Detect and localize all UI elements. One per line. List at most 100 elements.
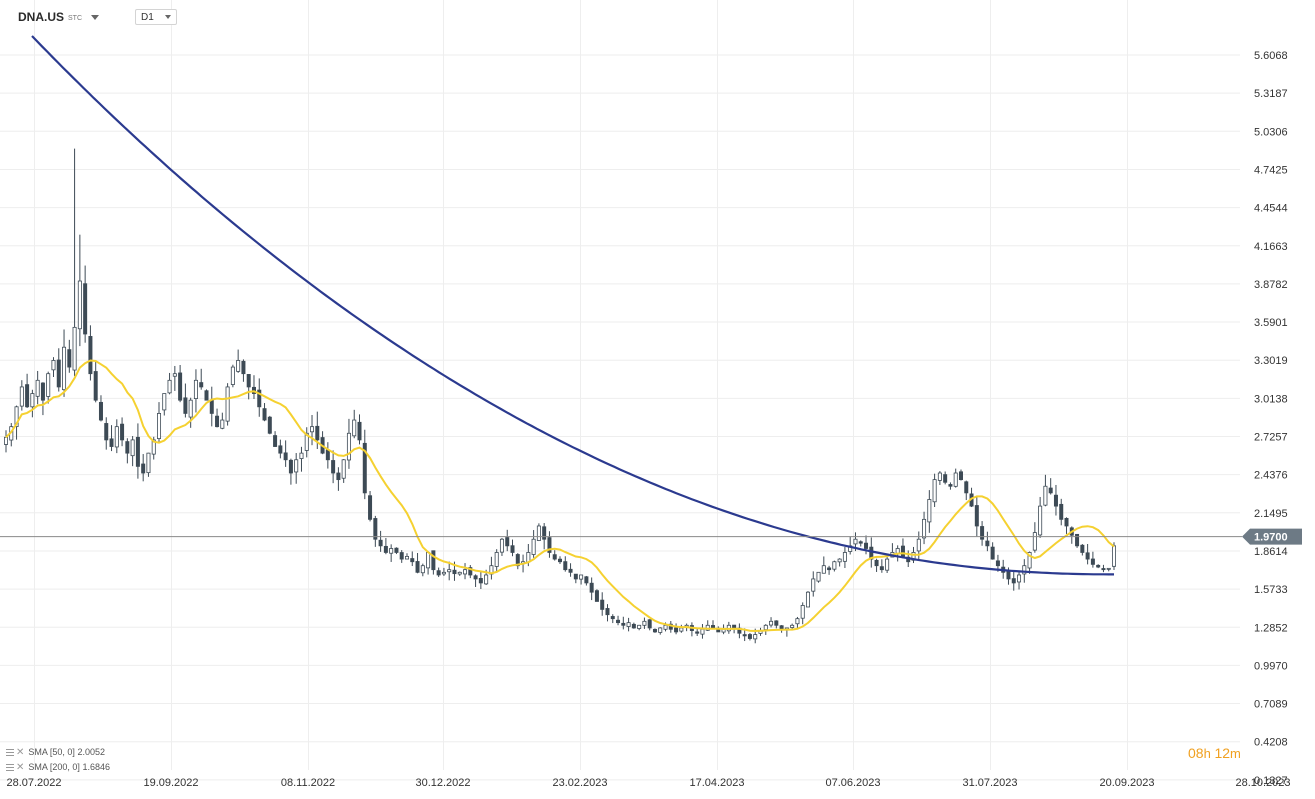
- candle: [225, 383, 230, 426]
- y-tick-label: 4.1663: [1254, 241, 1288, 253]
- candle: [389, 544, 394, 562]
- candle: [410, 551, 415, 567]
- candle: [605, 604, 610, 622]
- candle: [67, 339, 72, 373]
- symbol-type: STC: [68, 15, 83, 22]
- candle: [774, 620, 779, 629]
- candle: [674, 623, 679, 635]
- x-tick-label: 08.11.2022: [281, 777, 335, 789]
- candle: [1069, 526, 1074, 544]
- candle: [157, 402, 162, 443]
- candle: [478, 571, 483, 589]
- candle: [120, 417, 125, 447]
- candle: [747, 632, 752, 641]
- candle: [188, 397, 193, 428]
- candle: [842, 546, 847, 568]
- price-axis[interactable]: 5.6068 5.3187 5.0306 4.7425 4.4544 4.1663 3.87…: [1254, 50, 1288, 787]
- candle: [135, 423, 140, 479]
- candle: [1043, 474, 1048, 507]
- candle: [800, 602, 805, 625]
- candle: [1101, 564, 1106, 573]
- countdown-hours-unit: h: [1203, 746, 1211, 761]
- candle: [426, 551, 431, 575]
- candle: [9, 423, 14, 447]
- y-tick-label: 3.5901: [1254, 317, 1288, 329]
- candle: [536, 523, 541, 542]
- close-icon[interactable]: ✕: [16, 746, 25, 758]
- settings-list-icon[interactable]: [6, 763, 14, 771]
- candle: [404, 553, 409, 560]
- candle: [193, 369, 198, 413]
- candle: [547, 531, 552, 558]
- legend-sma-50-label: SMA [50, 0]: [28, 747, 75, 757]
- candle: [900, 538, 905, 559]
- candle: [178, 364, 183, 403]
- candle: [790, 623, 795, 630]
- candle: [531, 530, 536, 558]
- candle: [325, 442, 330, 469]
- chevron-down-icon[interactable]: [91, 14, 100, 20]
- candle: [436, 567, 441, 578]
- candle: [72, 148, 77, 377]
- settings-list-icon[interactable]: [6, 748, 14, 756]
- close-icon[interactable]: ✕: [16, 761, 25, 773]
- legend-sma-200-label: SMA [200, 0]: [28, 762, 80, 772]
- countdown-hours: 08: [1188, 745, 1204, 761]
- candle: [1053, 484, 1058, 516]
- symbol-selector[interactable]: DNA.US STC: [18, 8, 100, 26]
- candle: [552, 550, 557, 561]
- candle: [616, 615, 621, 626]
- candlesticks: [4, 148, 1117, 644]
- time-axis[interactable]: 28.07.2022 19.09.2022 08.11.2022 30.12.2022…: [6, 777, 1290, 789]
- candle: [600, 592, 605, 616]
- candle: [816, 571, 821, 583]
- candle: [505, 529, 510, 552]
- candle: [162, 393, 167, 416]
- candle: [689, 622, 694, 637]
- grid: [0, 0, 1240, 781]
- candle: [230, 364, 235, 388]
- x-tick-label: 20.09.2023: [1099, 777, 1154, 789]
- candle: [93, 360, 98, 403]
- candle: [220, 412, 225, 430]
- candle: [114, 419, 119, 454]
- candle: [457, 571, 462, 576]
- x-tick-label: 07.06.2023: [825, 777, 880, 789]
- candle: [447, 561, 452, 581]
- candle: [1048, 478, 1053, 495]
- y-tick-label: 5.0306: [1254, 126, 1288, 138]
- candle: [320, 431, 325, 455]
- candle: [267, 415, 272, 435]
- candle-countdown: 08h 12m: [1188, 745, 1241, 761]
- y-tick-label: 5.3187: [1254, 88, 1288, 100]
- y-tick-label: 3.0138: [1254, 393, 1288, 405]
- x-tick-label: 28.10.2023: [1235, 777, 1290, 789]
- y-tick-label: 0.1327: [1254, 775, 1288, 787]
- candle: [858, 540, 863, 547]
- chevron-down-icon: [165, 15, 171, 19]
- candle: [943, 471, 948, 485]
- candle: [473, 574, 478, 587]
- candle: [273, 431, 278, 447]
- candle: [251, 375, 256, 400]
- y-tick-label: 1.8614: [1254, 546, 1288, 558]
- candle: [415, 552, 420, 574]
- candle: [352, 409, 357, 439]
- timeframe-select[interactable]: D1: [135, 9, 177, 25]
- candle: [932, 473, 937, 508]
- legend-sma-200[interactable]: ✕ SMA [200, 0] 1.6846: [6, 761, 110, 773]
- sma-200-line: [31, 35, 1114, 576]
- legend-sma-50[interactable]: ✕ SMA [50, 0] 2.0052: [6, 746, 105, 758]
- y-tick-label: 5.6068: [1254, 50, 1288, 62]
- candle: [631, 622, 636, 629]
- candle: [827, 565, 832, 575]
- legend-sma-50-value: 2.0052: [77, 747, 105, 757]
- candle: [1106, 567, 1111, 572]
- candle: [40, 382, 45, 416]
- candle: [141, 454, 146, 482]
- candle: [579, 574, 584, 585]
- candle: [642, 617, 647, 629]
- candle: [811, 571, 816, 597]
- candle: [204, 389, 209, 401]
